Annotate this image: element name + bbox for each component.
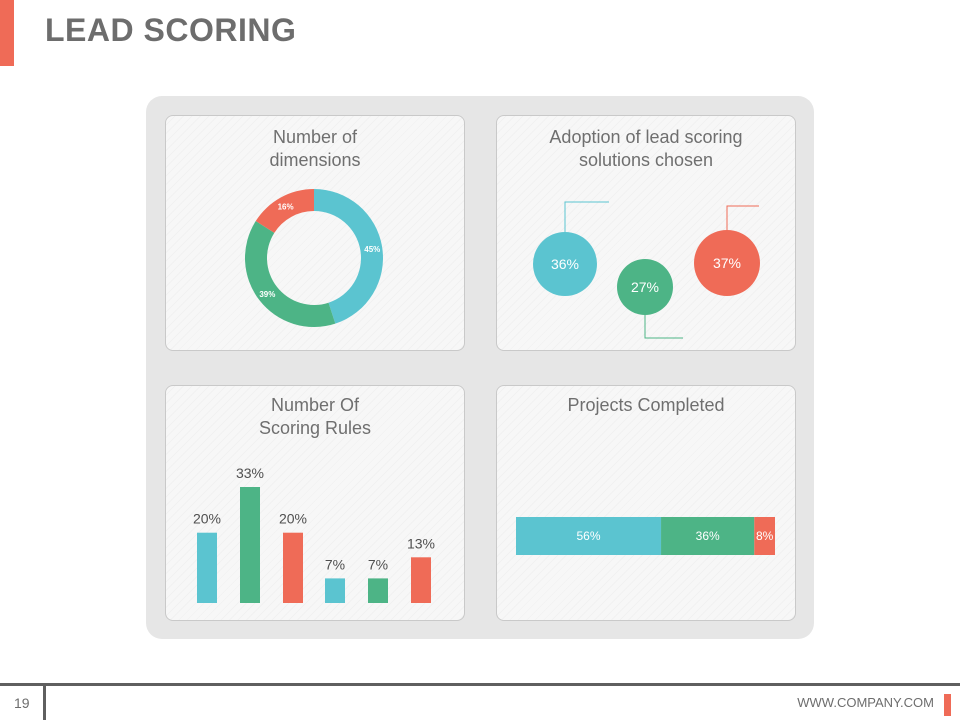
donut-slice	[245, 221, 336, 327]
projects-title: Projects Completed	[567, 395, 725, 415]
bubble-label: 36%	[551, 256, 579, 272]
bubble-leader-line	[644, 315, 683, 339]
footer-accent-bar	[944, 694, 951, 716]
donut-slice-label: 16%	[278, 202, 294, 211]
page-number: 19	[14, 695, 30, 711]
footer-divider	[0, 683, 960, 686]
donut-slice-label: 45%	[364, 245, 380, 254]
page-title: LEAD SCORING	[45, 12, 297, 48]
bar-chart: 20% 33% 20% 7% 7% 13%	[193, 465, 435, 603]
bubble-label: 27%	[631, 279, 659, 295]
adoption-title-line1: Adoption of lead scoring	[549, 127, 743, 147]
bubble-chart: 36% 27% 37%	[533, 201, 760, 339]
bar-value-label: 33%	[236, 465, 264, 481]
bar-value-label: 13%	[407, 535, 435, 551]
bar	[283, 532, 303, 603]
adoption-title: Adoption of lead scoring solutions chose…	[497, 126, 795, 172]
bubble-leader-line	[564, 201, 609, 232]
bar	[197, 532, 217, 603]
stack-segment	[754, 517, 775, 555]
dimensions-title: Number of dimensions	[166, 126, 464, 172]
stacked-bar-chart: 56% 36% 8%	[516, 517, 775, 555]
rules-card: Number Of Scoring Rules 20% 33% 20% 7% 7% 13%	[165, 385, 465, 621]
dimensions-title-line2: dimensions	[269, 150, 361, 170]
bar	[325, 578, 345, 603]
rules-title: Number Of Scoring Rules	[166, 394, 464, 440]
bubble	[533, 232, 597, 296]
dimensions-card: Number of dimensions 45% 39% 16%	[165, 115, 465, 351]
stack-segment	[516, 517, 662, 555]
dashboard-panel: Number of dimensions 45% 39% 16% Adoption …	[146, 96, 814, 639]
donut-slice	[314, 189, 383, 324]
bar-value-label: 20%	[193, 511, 221, 527]
title-accent-bar	[0, 0, 14, 66]
projects-card: Projects Completed 56% 36% 8%	[496, 385, 796, 621]
stack-segment-label: 36%	[696, 529, 720, 543]
donut-slice-label: 39%	[259, 290, 275, 299]
adoption-card: Adoption of lead scoring solutions chose…	[496, 115, 796, 351]
bar-value-label: 7%	[325, 556, 345, 572]
bubble-label: 37%	[713, 255, 741, 271]
adoption-title-line2: solutions chosen	[578, 150, 714, 170]
stack-segment	[661, 517, 755, 555]
bar-value-label: 7%	[368, 556, 388, 572]
donut-chart: 45% 39% 16%	[245, 189, 383, 327]
stack-segment-label: 56%	[577, 529, 601, 543]
bar	[240, 487, 260, 603]
bar-value-label: 20%	[279, 511, 307, 527]
bar	[411, 557, 431, 603]
bubble	[694, 230, 760, 296]
company-url: WWW.COMPANY.COM	[797, 695, 934, 710]
bar	[368, 578, 388, 603]
bubble-leader-line	[726, 205, 759, 230]
rules-title-line2: Scoring Rules	[258, 418, 372, 438]
page-number-separator	[43, 686, 46, 720]
stack-segment-label: 8%	[756, 529, 774, 543]
donut-slice	[255, 189, 314, 233]
dimensions-title-line1: Number of	[272, 127, 358, 147]
rules-title-line1: Number Of	[270, 395, 360, 415]
bubble	[617, 259, 673, 315]
